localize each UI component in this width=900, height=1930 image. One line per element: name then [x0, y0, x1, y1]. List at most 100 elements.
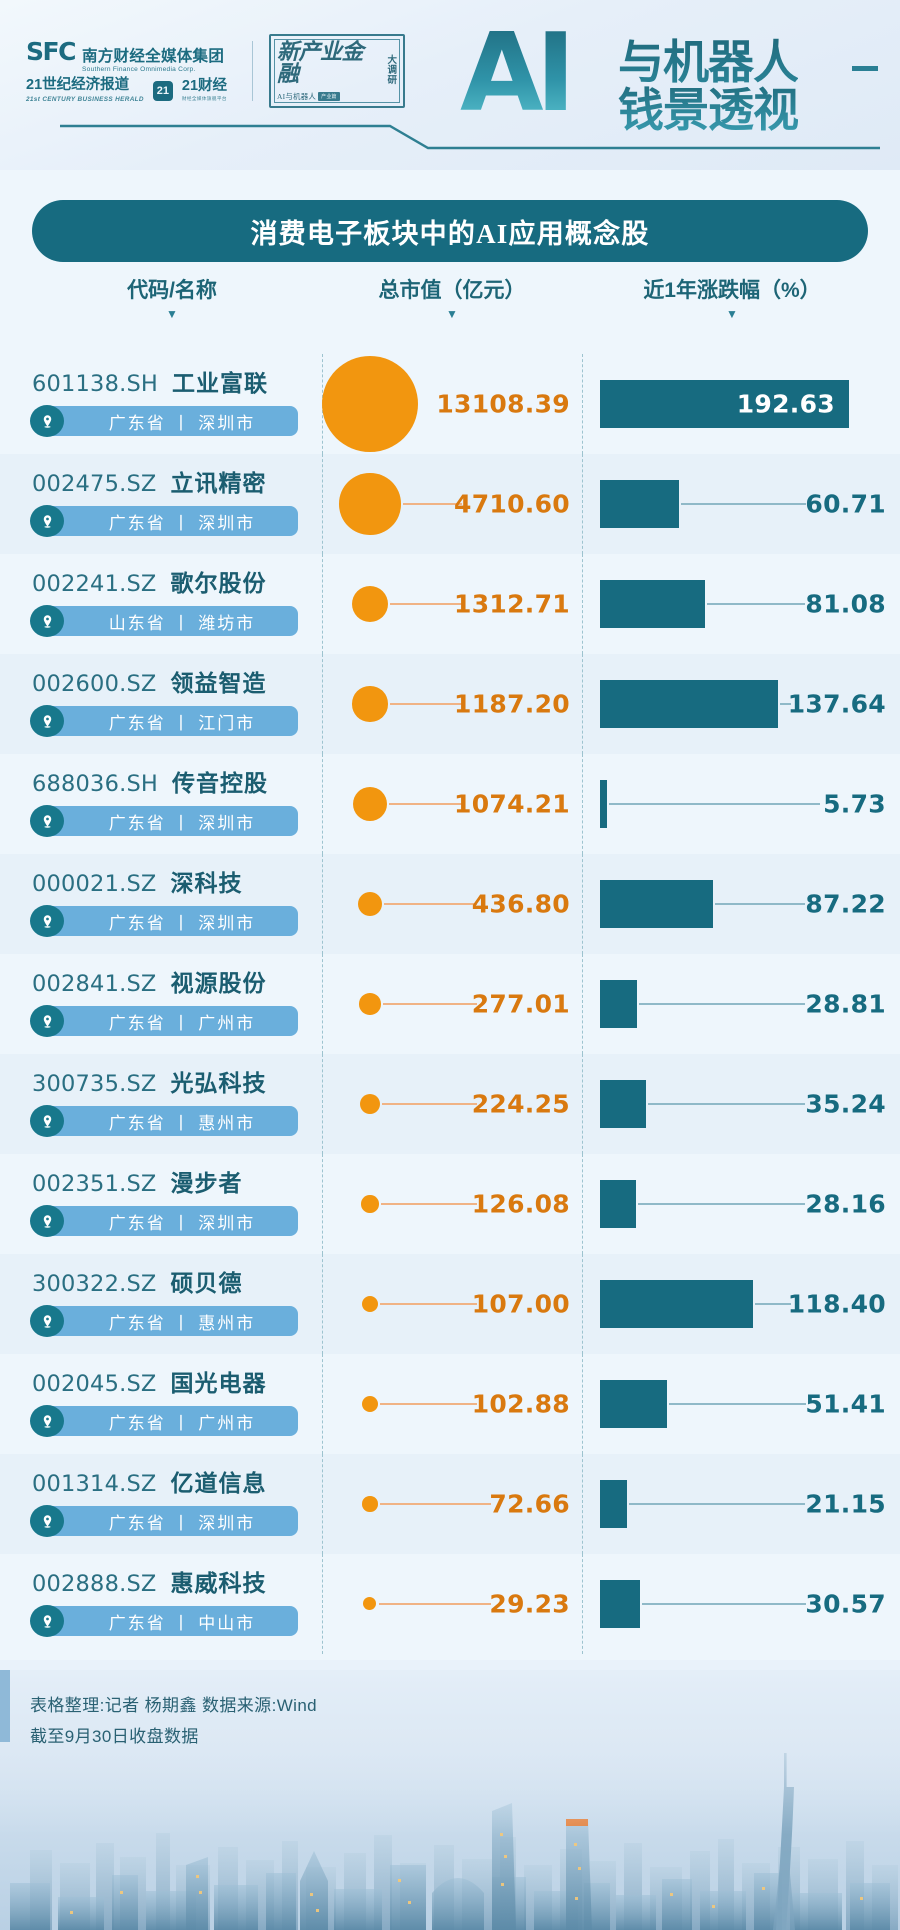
badge-21-icon: 21 [152, 80, 173, 101]
column-divider [322, 754, 323, 854]
map-pin-icon [30, 1005, 64, 1037]
location-label: 广东省 丨 深圳市 [46, 506, 298, 536]
title-accent-dash [852, 66, 878, 71]
sort-caret-down-icon[interactable]: ▼ [726, 307, 738, 321]
cell-market-cap: 13108.39 [322, 354, 582, 454]
price-change-bar [600, 1080, 646, 1128]
table-row[interactable]: 300322.SZ 硕贝德 广东省 丨 惠州市 107.00 118.40 [0, 1254, 900, 1354]
market-cap-bubble [359, 1093, 381, 1115]
market-cap-bubble [362, 1496, 378, 1512]
table-row[interactable]: 002475.SZ 立讯精密 广东省 丨 深圳市 4710.60 60.71 [0, 454, 900, 554]
table-row[interactable]: 002351.SZ 漫步者 广东省 丨 深圳市 126.08 28.16 [0, 1154, 900, 1254]
map-pin-icon [30, 805, 64, 837]
market-cap-value: 1312.71 [454, 589, 570, 619]
table-row[interactable]: 002841.SZ 视源股份 广东省 丨 广州市 277.01 28.81 [0, 954, 900, 1054]
table-row[interactable]: 002241.SZ 歌尔股份 山东省 丨 潍坊市 1312.71 81.08 [0, 554, 900, 654]
column-divider [322, 954, 323, 1054]
column-divider [582, 554, 583, 654]
price-change-value: 5.73 [823, 789, 886, 819]
page-footer: 表格整理:记者 杨期鑫 数据来源:Wind 截至9月30日收盘数据 [0, 1670, 900, 1930]
caijing-name: 21财经 [181, 78, 228, 95]
sort-caret-down-icon[interactable]: ▼ [446, 307, 458, 321]
column-divider [322, 1454, 323, 1554]
header-divider [252, 41, 253, 101]
price-change-bar [600, 780, 608, 828]
cell-market-cap: 107.00 [322, 1254, 582, 1354]
location-badge: 广东省 丨 惠州市 [30, 1105, 300, 1137]
market-cap-bubble [353, 787, 387, 821]
stock-name: 亿道信息 [170, 1470, 267, 1496]
table-row[interactable]: 002045.SZ 国光电器 广东省 丨 广州市 102.88 51.41 [0, 1354, 900, 1454]
sfc-english-name: Southern Finance Omnimedia Corp. [82, 66, 196, 74]
location-label: 广东省 丨 中山市 [46, 1606, 298, 1636]
map-pin-icon [30, 605, 64, 637]
location-label: 广东省 丨 深圳市 [46, 1206, 298, 1236]
stock-code: 002600.SZ [32, 671, 157, 697]
bubble-connector-line [382, 1003, 477, 1005]
bar-connector-line [629, 1503, 806, 1505]
cell-market-cap: 102.88 [322, 1354, 582, 1454]
price-change-value: 51.41 [805, 1389, 886, 1419]
location-badge: 广东省 丨 江门市 [30, 705, 300, 737]
table-row[interactable]: 300735.SZ 光弘科技 广东省 丨 惠州市 224.25 35.24 [0, 1054, 900, 1154]
cell-market-cap: 436.80 [322, 854, 582, 954]
stock-code: 300735.SZ [32, 1071, 157, 1097]
table-rows: 601138.SH 工业富联 广东省 丨 深圳市 13108.39 192.63 0024… [0, 354, 900, 1660]
table-row[interactable]: 001314.SZ 亿道信息 广东省 丨 深圳市 72.66 21.15 [0, 1454, 900, 1554]
table-row[interactable]: 002888.SZ 惠威科技 广东省 丨 中山市 29.23 30.57 [0, 1554, 900, 1654]
column-divider [582, 854, 583, 954]
stock-code: 688036.SH [32, 771, 159, 797]
price-change-bar [600, 1280, 753, 1328]
sort-caret-down-icon[interactable]: ▼ [166, 307, 178, 321]
cell-price-change: 5.73 [582, 754, 900, 854]
table-row[interactable]: 601138.SH 工业富联 广东省 丨 深圳市 13108.39 192.63 [0, 354, 900, 454]
stock-code: 300322.SZ [32, 1271, 157, 1297]
map-pin-icon [30, 1605, 64, 1637]
bar-connector-line [755, 1303, 791, 1305]
seal-tag: 产业篇 [318, 91, 340, 101]
footer-credit-line-1: 表格整理:记者 杨期鑫 数据来源:Wind [30, 1696, 318, 1715]
sfc-logo: SFC 南方财经全媒体集团 Southern Finance Omnimedia… [26, 39, 236, 102]
seal-sub-text: AI与机器人 [277, 91, 317, 101]
table-row[interactable]: 000021.SZ 深科技 广东省 丨 深圳市 436.80 87.22 [0, 854, 900, 954]
bar-connector-line [680, 503, 806, 505]
location-label: 广东省 丨 深圳市 [46, 1506, 298, 1536]
column-header-name[interactable]: 代码/名称 ▼ [22, 274, 322, 320]
table-row[interactable]: 002600.SZ 领益智造 广东省 丨 江门市 1187.20 137.64 [0, 654, 900, 754]
column-header-marketcap[interactable]: 总市值（亿元） ▼ [322, 274, 582, 320]
price-change-value: 28.16 [805, 1189, 886, 1219]
price-change-bar [600, 1580, 640, 1628]
cell-stock-identity: 000021.SZ 深科技 广东省 丨 深圳市 [22, 864, 318, 937]
map-pin-icon [30, 505, 64, 537]
location-label: 广东省 丨 深圳市 [46, 906, 298, 936]
cell-market-cap: 1312.71 [322, 554, 582, 654]
column-divider [322, 454, 323, 554]
bubble-connector-line [378, 1603, 492, 1605]
cell-market-cap: 224.25 [322, 1054, 582, 1154]
bubble-connector-line [379, 1503, 492, 1505]
bar-connector-line [609, 803, 820, 805]
column-header-change[interactable]: 近1年涨跌幅（%） ▼ [582, 274, 882, 320]
location-label: 广东省 丨 惠州市 [46, 1106, 298, 1136]
cell-market-cap: 1074.21 [322, 754, 582, 854]
price-change-value: 30.57 [805, 1589, 886, 1619]
cell-market-cap: 29.23 [322, 1554, 582, 1654]
cell-price-change: 35.24 [582, 1054, 900, 1154]
cell-stock-identity: 002841.SZ 视源股份 广东省 丨 广州市 [22, 964, 318, 1037]
bubble-connector-line [380, 1303, 477, 1305]
column-divider [582, 1454, 583, 1554]
title-ai-glyph: AI [460, 11, 576, 136]
price-change-value: 60.71 [805, 489, 886, 519]
location-badge: 广东省 丨 深圳市 [30, 1205, 300, 1237]
market-cap-value: 224.25 [471, 1089, 570, 1119]
location-badge: 广东省 丨 深圳市 [30, 805, 300, 837]
table-row[interactable]: 688036.SH 传音控股 广东省 丨 深圳市 1074.21 5.73 [0, 754, 900, 854]
location-label: 广东省 丨 广州市 [46, 1406, 298, 1436]
market-cap-value: 72.66 [489, 1489, 570, 1519]
stock-name: 歌尔股份 [170, 570, 267, 596]
bubble-connector-line [382, 1103, 477, 1105]
price-change-value: 137.64 [787, 689, 886, 719]
sfc-wordmark: SFC [26, 37, 76, 67]
column-divider [322, 1254, 323, 1354]
price-change-bar [600, 980, 638, 1028]
